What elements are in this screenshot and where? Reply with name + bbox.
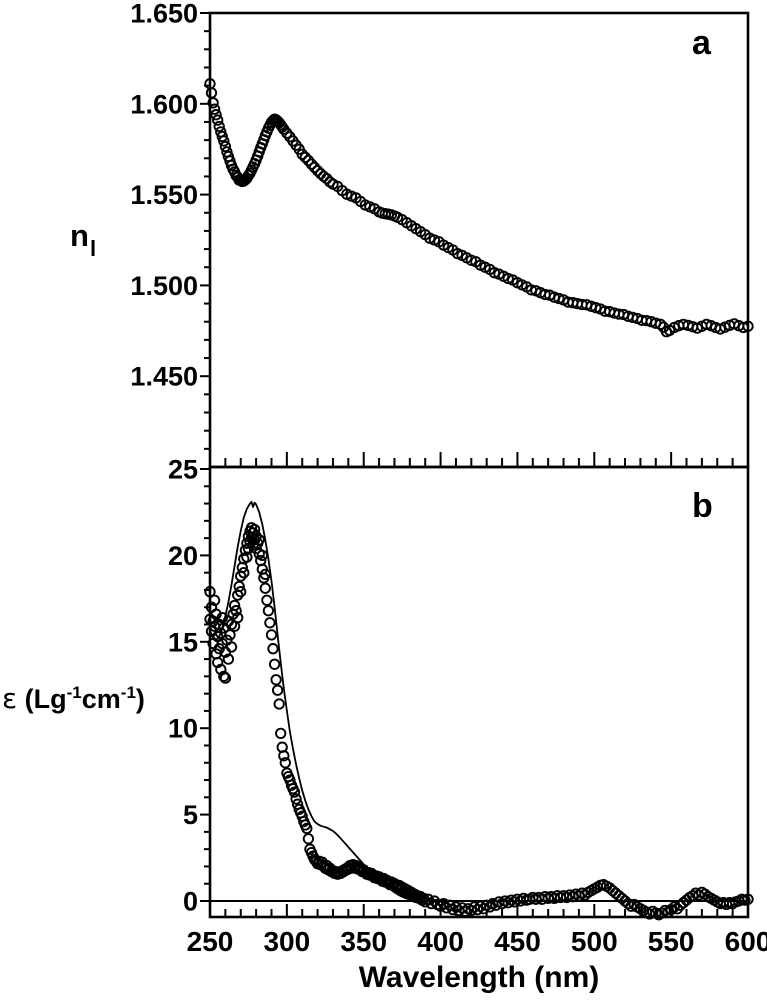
refractive-index-subscript: l [89, 236, 97, 261]
panel-a-y-tick-label: 1.650 [130, 0, 198, 29]
panel-a-frame [208, 11, 750, 469]
panel-a-y-ticks: 1.450 1.500 1.550 1.600 1.650 [130, 0, 210, 450]
x-tick-label: 450 [494, 926, 541, 957]
x-tick-label: 550 [648, 926, 695, 957]
epsilon-units: (Lg-1cm-1) [24, 683, 145, 714]
x-ticks: 250 300 350 400 450 500 550 600 [187, 452, 767, 957]
x-tick-label: 350 [340, 926, 387, 957]
panel-b-y-tick-label: 25 [168, 455, 198, 485]
panel-b-y-tick-label: 0 [183, 887, 198, 917]
y-axis-label-panel-a: nl [70, 218, 96, 261]
panel-a-letter: a [692, 24, 711, 62]
panel-b-y-ticks: 0 5 10 15 20 25 [168, 455, 210, 917]
x-tick-label: 400 [417, 926, 464, 957]
x-tick-label: 600 [725, 926, 767, 957]
panel-b-data-points [204, 522, 754, 921]
x-tick-label: 500 [571, 926, 618, 957]
x-tick-label: 250 [187, 926, 234, 957]
x-axis-label: Wavelength (nm) [358, 961, 600, 994]
epsilon-reference-line [209, 500, 487, 903]
refractive-index-symbol: n [70, 218, 89, 253]
y-axis-label-panel-b: ε (Lg-1cm-1) [2, 682, 145, 715]
panel-b-y-tick-label: 5 [183, 800, 198, 830]
panel-b-y-tick-label: 10 [168, 714, 198, 744]
epsilon-symbol: ε [2, 682, 18, 715]
panel-a-y-tick-label: 1.500 [130, 271, 198, 301]
panel-b-frame [208, 465, 750, 919]
panel-b-y-tick-label: 15 [168, 627, 198, 657]
panel-a-y-tick-label: 1.550 [130, 180, 198, 210]
panel-a-y-tick-label: 1.600 [130, 89, 198, 119]
panel-b-y-tick-label: 20 [168, 541, 198, 571]
x-tick-label: 300 [263, 926, 310, 957]
panel-a-y-tick-label: 1.450 [130, 362, 198, 392]
panel-b-letter: b [692, 487, 713, 525]
panel-a-data-points [204, 78, 754, 338]
